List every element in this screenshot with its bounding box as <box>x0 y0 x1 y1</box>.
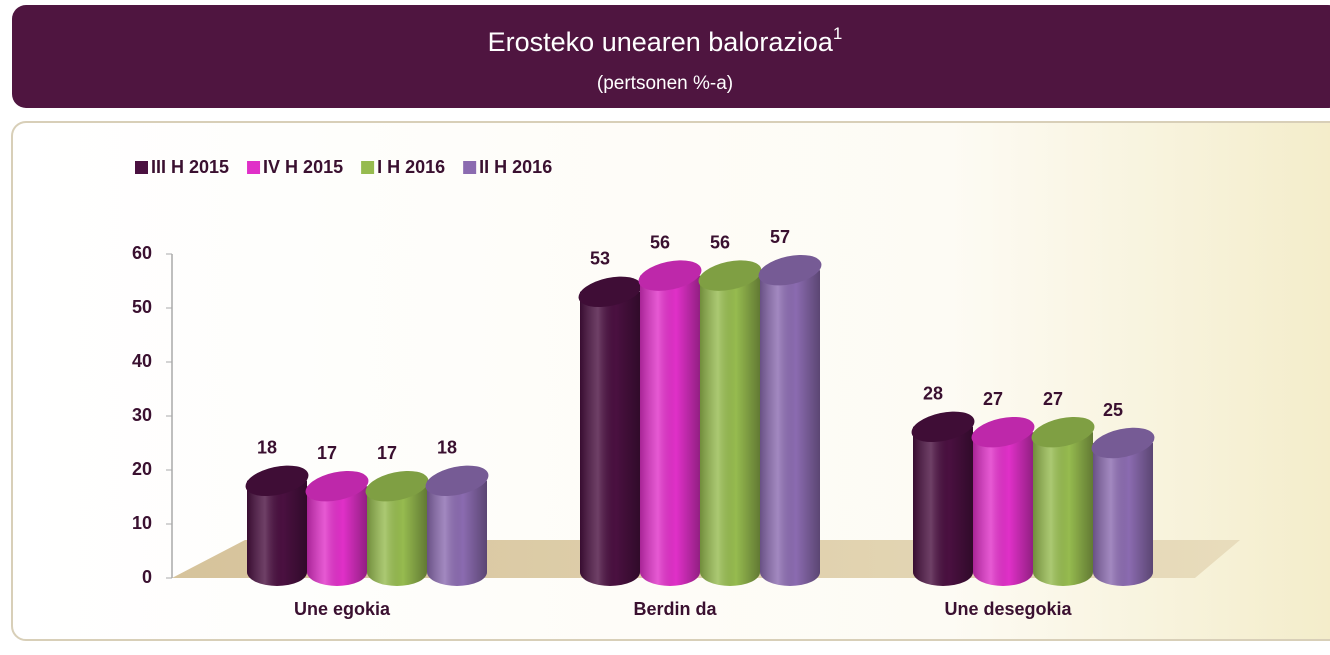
chart-title: Erosteko unearen balorazioa1 <box>488 24 843 57</box>
bar-shade <box>913 426 973 586</box>
bar-top-shade <box>638 260 702 291</box>
bar-top <box>1091 427 1155 459</box>
bar-shade <box>367 486 427 586</box>
value-label: 27 <box>983 389 1003 409</box>
y-tick-label: 0 <box>142 567 152 587</box>
bar-shade <box>307 486 367 586</box>
bar-shade <box>760 270 820 586</box>
bar-shade <box>1033 432 1093 586</box>
y-tick-label: 20 <box>132 459 152 479</box>
bar-top-shade <box>578 276 642 308</box>
bar-top-shade <box>245 465 309 497</box>
title-text: Erosteko unearen balorazioa <box>488 27 834 57</box>
bar-top-shade <box>698 260 762 291</box>
bar-top <box>578 276 642 308</box>
legend-label: III H 2015 <box>151 157 229 177</box>
bar-top <box>638 260 702 291</box>
y-tick-label: 10 <box>132 513 152 533</box>
bar-top-shade <box>1031 416 1095 448</box>
bar-top-shade <box>911 411 975 443</box>
legend-swatch <box>463 161 477 174</box>
value-label: 18 <box>257 438 277 458</box>
y-tick-label: 40 <box>132 351 152 371</box>
bar-top-shade <box>365 470 429 502</box>
value-label: 25 <box>1103 400 1123 420</box>
y-tick-label: 60 <box>132 243 152 263</box>
bar-shade <box>1093 443 1153 586</box>
bar-shade <box>973 432 1033 586</box>
bar-shade <box>580 291 640 586</box>
bar-top <box>365 470 429 502</box>
legend-swatch <box>361 161 375 174</box>
bar-top-shade <box>425 465 489 497</box>
x-tick-label: Une desegokia <box>944 599 1072 619</box>
bar-top <box>425 465 489 497</box>
bar-top-shade <box>758 254 822 286</box>
value-label: 17 <box>317 443 337 463</box>
bar-top <box>971 416 1035 448</box>
legend-label: I H 2016 <box>377 157 445 177</box>
x-tick-label: Berdin da <box>633 599 717 619</box>
bar-shade <box>640 275 700 586</box>
legend-swatch <box>135 161 148 174</box>
value-label: 53 <box>590 249 610 269</box>
bar-shade <box>247 480 307 586</box>
header-banner <box>12 5 1330 108</box>
legend-label: IV H 2015 <box>263 157 343 177</box>
value-label: 28 <box>923 384 943 404</box>
bar-top <box>698 260 762 291</box>
bar-top <box>758 254 822 286</box>
bar-top <box>245 465 309 497</box>
bar-top <box>911 411 975 443</box>
bar-shade <box>700 275 760 586</box>
value-label: 56 <box>650 232 670 252</box>
bar-top <box>1031 416 1095 448</box>
value-label: 27 <box>1043 389 1063 409</box>
value-label: 18 <box>437 438 457 458</box>
bar-top <box>305 470 369 502</box>
y-tick-label: 50 <box>132 297 152 317</box>
y-tick-label: 30 <box>132 405 152 425</box>
value-label: 17 <box>377 443 397 463</box>
value-label: 56 <box>710 232 730 252</box>
legend-swatch <box>247 161 261 174</box>
bar-top-shade <box>305 470 369 502</box>
title-superscript: 1 <box>833 24 842 43</box>
chart-subtitle: (pertsonen %-a) <box>597 73 733 94</box>
bar-shade <box>427 480 487 586</box>
x-tick-label: Une egokia <box>294 599 391 619</box>
legend-label: II H 2016 <box>479 157 552 177</box>
bar-top-shade <box>971 416 1035 448</box>
value-label: 57 <box>770 227 790 247</box>
bar-top-shade <box>1091 427 1155 459</box>
